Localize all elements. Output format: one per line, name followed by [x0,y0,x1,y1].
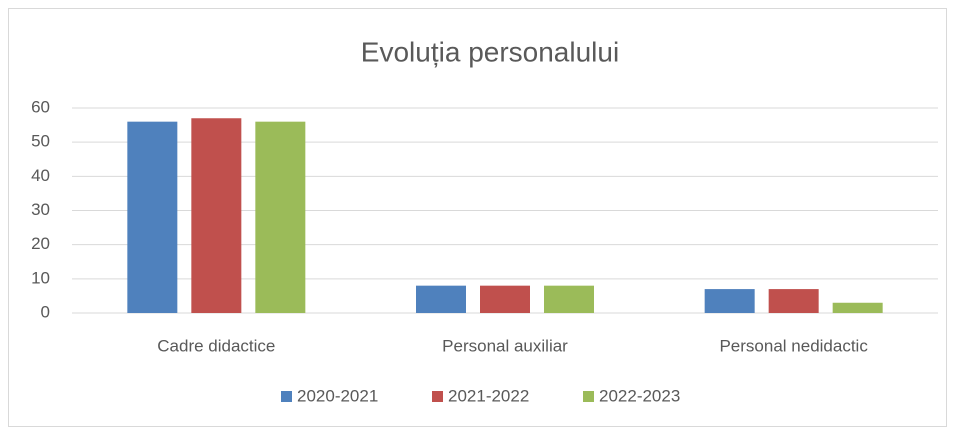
bar [416,285,466,313]
y-tick-label: 0 [41,302,50,321]
legend-swatch [583,391,594,402]
legend-label: 2020-2021 [297,386,378,405]
x-tick-label: Cadre didactice [157,336,275,355]
y-tick-label: 60 [31,97,50,116]
bar [191,118,242,313]
bar [480,285,530,313]
y-tick-label: 50 [31,132,50,151]
bar [127,121,178,314]
x-tick-label: Personal nedidactic [719,336,868,355]
legend-label: 2021-2022 [448,386,529,405]
legend-swatch [281,391,292,402]
chart-title: Evoluția personalului [361,36,619,67]
x-tick-label: Personal auxiliar [442,336,568,355]
legend-swatch [432,391,443,402]
y-tick-label: 10 [31,268,50,287]
bar [255,121,306,314]
bar [832,302,883,313]
bar [704,289,755,313]
bar [544,285,594,313]
legend-label: 2022-2023 [599,386,680,405]
y-tick-label: 20 [31,234,50,253]
bar [768,289,819,313]
y-tick-label: 30 [31,200,50,219]
y-tick-label: 40 [31,166,50,185]
